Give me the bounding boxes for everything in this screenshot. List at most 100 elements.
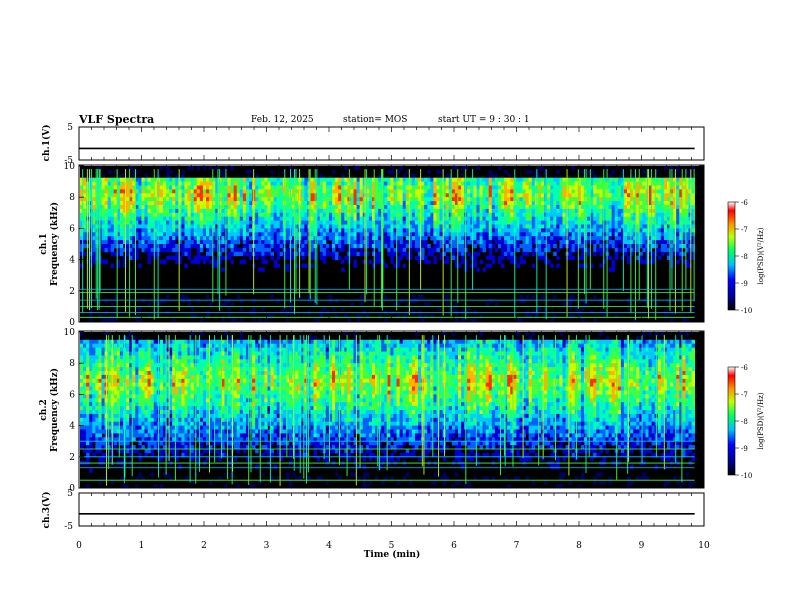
spectrogram-cell — [202, 205, 207, 210]
spectrogram-cell — [451, 193, 456, 198]
spectrogram-cell — [473, 259, 477, 264]
spectrogram-cell — [461, 212, 465, 218]
spectrogram-cell — [378, 247, 382, 253]
spectrogram-cell — [614, 177, 619, 182]
spectrogram-cell — [199, 236, 204, 241]
spectrogram-cell — [408, 236, 413, 241]
spectrogram-cell — [83, 244, 87, 249]
spectrogram-cell — [442, 251, 447, 257]
spectrogram-cell — [245, 232, 250, 237]
spectrogram-cell — [424, 197, 428, 202]
spectrogram-cell — [596, 247, 600, 253]
spectrogram-cell — [630, 224, 634, 229]
spectrogram-cell — [199, 212, 204, 218]
spectrogram-cell — [80, 374, 84, 380]
spectrogram-cell — [418, 208, 422, 214]
spectrogram-cell — [562, 244, 566, 249]
spectrogram-cell — [375, 236, 379, 241]
spectrogram-cell — [599, 228, 603, 233]
spectrogram-cell — [353, 232, 357, 237]
spectrogram-cell — [470, 193, 474, 198]
spectrogram-cell — [620, 177, 625, 182]
spectrogram-cell — [439, 177, 444, 182]
spectrogram-cell — [424, 255, 428, 260]
spectrogram-cell — [378, 208, 382, 214]
spectrogram-cell — [119, 413, 124, 419]
spectrogram-cell — [479, 185, 483, 190]
spectrogram-cell — [657, 216, 662, 221]
spectrogram-cell — [488, 212, 493, 218]
spectrogram-cell — [129, 189, 133, 194]
spectrogram-cell — [399, 208, 404, 214]
spectrogram-cell — [648, 205, 653, 210]
spectrogram-cell — [301, 236, 305, 241]
spectrogram-cell — [187, 197, 192, 202]
spectrogram-cell — [119, 236, 124, 241]
spectrogram-cell — [497, 232, 502, 237]
spectrogram-cell — [648, 228, 653, 233]
spectrogram-cell — [209, 216, 213, 221]
spectrogram-cell — [353, 208, 357, 214]
spectrogram-cell — [587, 201, 591, 206]
spectrogram-cell — [433, 255, 437, 260]
spectrogram-cell — [193, 232, 198, 237]
spectrogram-cell — [209, 232, 213, 237]
spectrogram-cell — [107, 413, 112, 419]
spectrogram-cell — [663, 220, 668, 225]
spectrogram-cell — [80, 406, 84, 411]
spectrogram-cell — [522, 216, 527, 221]
spectrogram-cell — [691, 189, 696, 194]
spectrogram-cell — [316, 189, 321, 194]
spectrogram-cell — [611, 189, 616, 194]
spectrogram-cell — [169, 185, 173, 190]
spectrogram-cell — [427, 224, 431, 229]
spectrogram-cell — [467, 201, 471, 206]
spectrogram-cell — [331, 193, 336, 198]
spectrogram-cell — [528, 169, 533, 175]
spectrogram-cell — [470, 189, 474, 194]
spectrogram-cell — [439, 201, 444, 206]
spectrogram-cell — [676, 224, 680, 229]
spectrogram-cell — [344, 228, 348, 233]
spectrogram-cell — [178, 201, 182, 206]
spectrogram-cell — [322, 220, 327, 225]
spectrogram-cell — [285, 236, 290, 241]
spectrogram-cell — [141, 212, 145, 218]
spectrogram-cell — [190, 306, 195, 311]
spectrogram-cell — [399, 193, 404, 198]
spectrogram-cell — [507, 251, 511, 257]
spectrogram-cell — [273, 212, 278, 218]
spectrogram-cell — [245, 251, 250, 257]
spectrogram-cell — [384, 220, 388, 225]
spectrogram-cell — [209, 197, 213, 202]
spectrogram-cell — [424, 189, 428, 194]
spectrogram-cell — [461, 244, 465, 249]
spectrogram-cell — [316, 193, 321, 198]
spectrogram-cell — [504, 185, 508, 190]
spectrogram-cell — [654, 232, 659, 237]
spectrogram-cell — [344, 224, 348, 229]
spectrogram-cell — [113, 216, 118, 221]
spectrogram-cell — [113, 244, 118, 249]
spectrogram-cell — [559, 224, 563, 229]
spectrogram-cell — [365, 208, 370, 214]
spectrogram-cell — [396, 193, 401, 198]
spectrogram-cell — [104, 298, 109, 303]
spectrogram-cell — [162, 197, 167, 202]
spectrogram-cell — [501, 177, 505, 182]
spectrogram-cell — [129, 185, 133, 190]
spectrogram-cell — [408, 185, 413, 190]
spectrogram-cell — [101, 201, 105, 206]
spectrogram-cell — [353, 247, 357, 253]
spectrogram-cell — [454, 302, 459, 307]
spectrogram-cell — [485, 189, 490, 194]
spectrogram-cell — [587, 247, 591, 253]
spectrogram-cell — [636, 220, 640, 225]
spectrogram-cell — [479, 208, 483, 214]
spectrogram-cell — [623, 193, 628, 198]
spectrogram-cell — [101, 216, 105, 221]
spectrogram-cell — [172, 185, 176, 190]
spectrogram-cell — [353, 197, 357, 202]
spectrogram-cell — [184, 251, 188, 257]
spectrogram-cell — [338, 255, 342, 260]
